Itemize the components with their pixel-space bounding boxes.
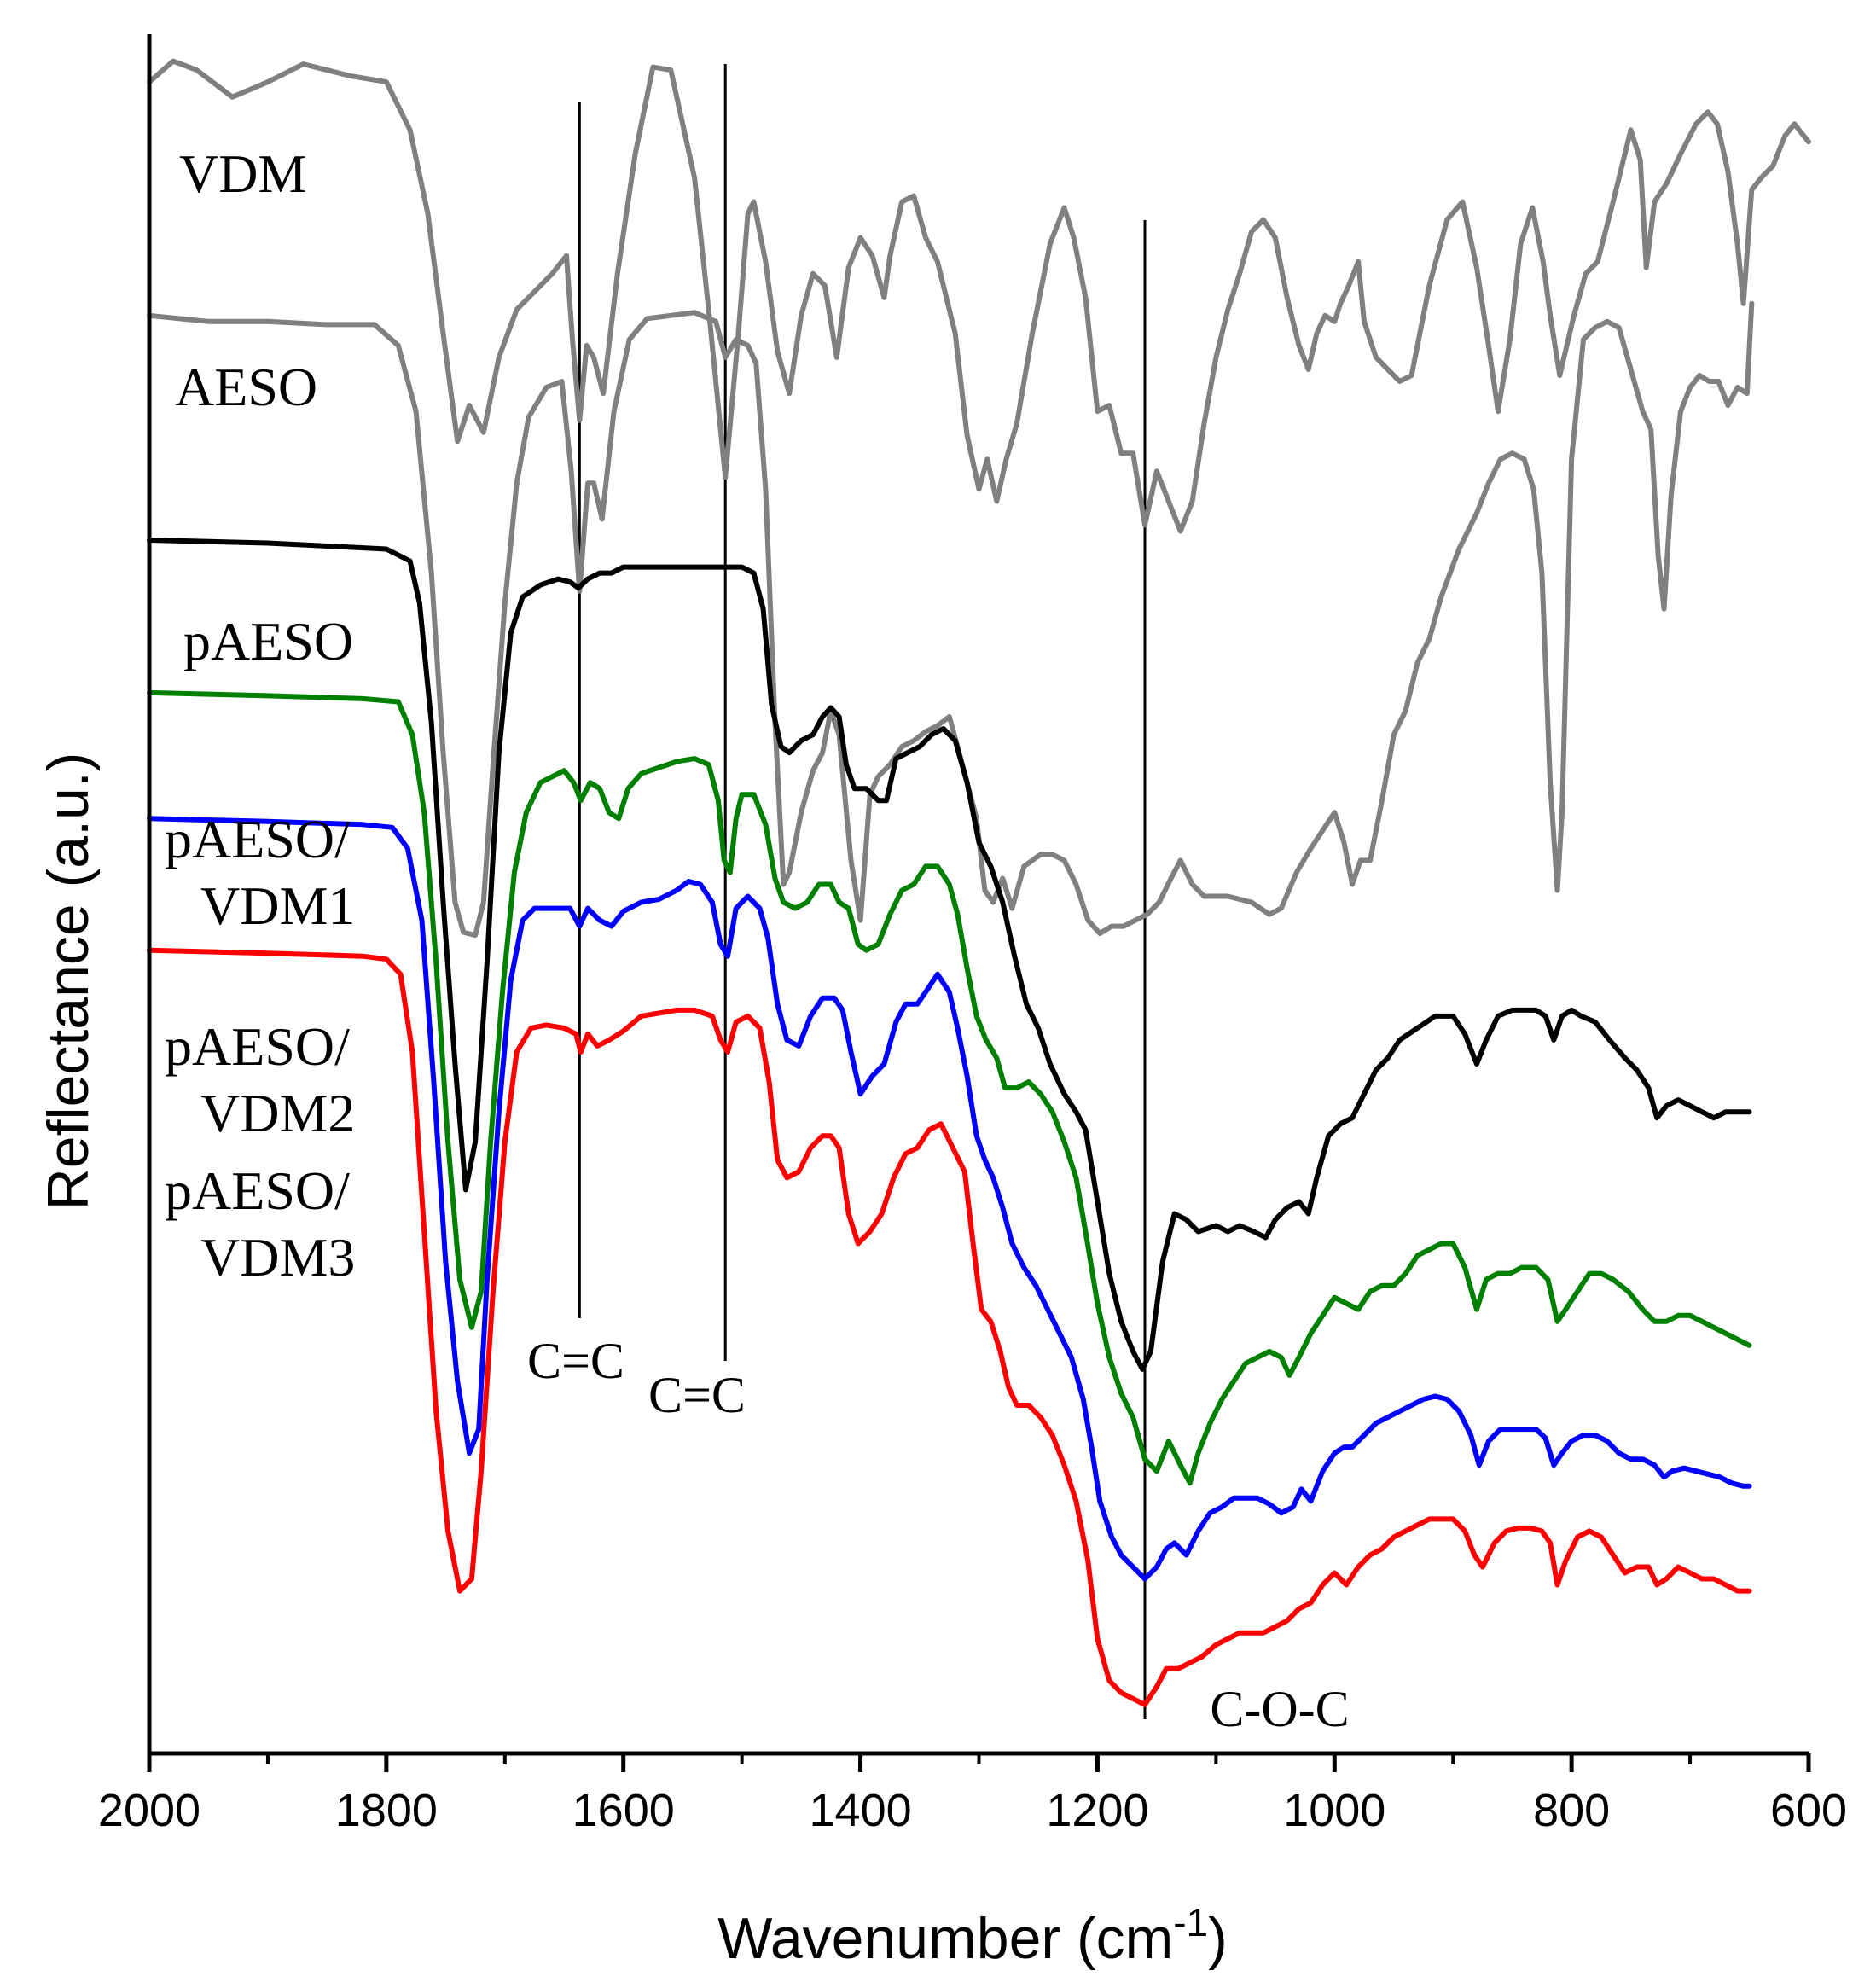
series-line — [147, 947, 1752, 1707]
x-tick-label: 800 — [1533, 1785, 1610, 1836]
x-tick-label: 1000 — [1283, 1785, 1385, 1836]
x-tick-label: 600 — [1770, 1785, 1847, 1836]
x-tick-label: 1400 — [810, 1785, 912, 1836]
series-line — [147, 58, 1811, 534]
series-label: AESO — [175, 357, 317, 417]
x-axis-title-superscript: -1 — [1173, 1900, 1208, 1944]
series-label: pAESO — [183, 611, 353, 671]
series-group — [147, 58, 1811, 1707]
x-tick-label: 1800 — [335, 1785, 438, 1836]
x-tick-label: 2000 — [98, 1785, 200, 1836]
x-tick-label: 1600 — [572, 1785, 675, 1836]
series-label: VDM2 — [200, 1083, 355, 1143]
reference-lines — [578, 64, 1147, 1719]
series-line — [147, 300, 1755, 939]
series-label: VDM3 — [200, 1227, 355, 1288]
series-label: pAESO/ — [165, 809, 350, 869]
y-axis-title: Reflectance (a.u.) — [36, 753, 101, 1211]
annotation-label: C=C — [527, 1333, 624, 1389]
series-line — [147, 816, 1752, 1582]
annotation-label: C=C — [648, 1367, 746, 1423]
series-label: VDM — [179, 143, 306, 204]
annotation-label: C-O-C — [1210, 1681, 1349, 1737]
x-axis-ticks: 2000 1800 1600 1400 1200 1000 800 600 — [98, 1753, 1847, 1836]
series-label: VDM1 — [200, 875, 355, 936]
series-label: pAESO/ — [165, 1160, 350, 1221]
series-line — [147, 689, 1752, 1486]
series-labels: VDMAESOpAESOpAESO/VDM1pAESO/VDM2pAESO/VD… — [165, 143, 355, 1288]
series-line — [147, 538, 1752, 1372]
x-tick-label: 1200 — [1046, 1785, 1148, 1836]
x-axis-title: Wavenumber (cm-1) — [717, 1900, 1228, 1971]
annotations: C=C C=C C-O-C — [527, 1333, 1350, 1737]
series-label: pAESO/ — [165, 1016, 350, 1077]
x-axis-title-close: ) — [1208, 1906, 1228, 1971]
